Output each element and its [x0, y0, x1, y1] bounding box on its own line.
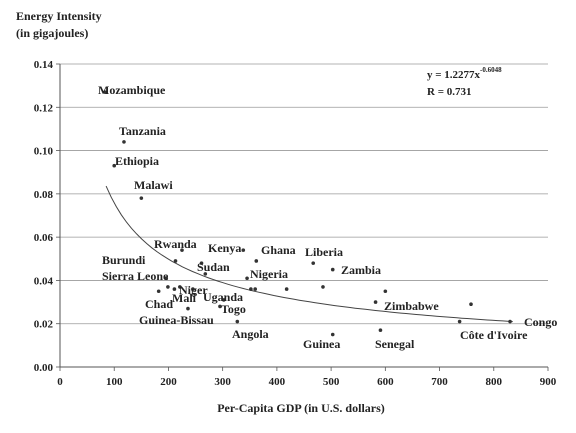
equation-exponent: -0.6048 [480, 66, 502, 74]
point-label: Mozambique [98, 83, 166, 97]
data-point [173, 259, 178, 263]
data-point-unlabeled [191, 287, 195, 291]
point-label: Zimbabwe [384, 299, 439, 313]
data-point-unlabeled [203, 272, 208, 276]
data-point-unlabeled [469, 302, 473, 307]
point-label: Tanzania [119, 124, 166, 138]
x-tick-label: 700 [431, 376, 448, 388]
points-layer [103, 90, 512, 337]
axis-layer: 0.00 0.02 0.04 0.06 0.08 0.10 0.12 0.14 0 100 200 3… [34, 59, 557, 388]
r-value-label: R = 0.731 [427, 86, 471, 98]
data-point [245, 276, 249, 281]
trendline-layer [105, 185, 513, 323]
data-point [221, 298, 226, 302]
point-label: Liberia [305, 245, 343, 259]
data-point-unlabeled [284, 287, 289, 291]
equation-label: y = 1.2277x-0.6048 [427, 66, 502, 81]
x-tick-label: 200 [160, 376, 177, 388]
point-label: Côte d'Ivoire [460, 328, 528, 342]
point-label: Malawi [134, 178, 173, 192]
point-label: Sierra Leone [102, 269, 169, 283]
data-point [164, 276, 169, 281]
data-point [122, 140, 126, 144]
point-label: Zambia [341, 263, 381, 277]
data-point [218, 304, 222, 309]
data-point [103, 90, 107, 94]
data-point [199, 261, 204, 265]
x-tick-label: 900 [540, 376, 557, 388]
y-tick-label: 0.14 [34, 59, 54, 71]
data-point [156, 289, 161, 294]
y-axis-title-line1: Energy Intensity [16, 9, 102, 23]
y-tick-label: 0.12 [34, 102, 54, 114]
point-label: Nigeria [250, 267, 288, 281]
data-point-unlabeled [321, 285, 325, 289]
data-point [172, 287, 177, 291]
point-labels-layer: Mozambique Tanzania Ethiopia Malawi Rwanda Ke… [98, 83, 557, 351]
x-axis-title: Per-Capita GDP (in U.S. dollars) [217, 401, 385, 415]
point-label: Rwanda [154, 237, 197, 251]
point-label: Burundi [102, 253, 146, 267]
data-point [508, 319, 512, 324]
point-label: Congo [524, 315, 557, 329]
point-label: Kenya [208, 241, 241, 255]
point-label: Uganda [203, 290, 243, 304]
data-point [180, 248, 184, 252]
data-point [383, 289, 388, 294]
x-tick-label: 400 [269, 376, 286, 388]
x-tick-label: 0 [57, 376, 63, 388]
point-label: Togo [221, 302, 246, 316]
trendline [105, 185, 513, 323]
point-label: Sudan [197, 260, 230, 274]
x-tick-label: 500 [323, 376, 340, 388]
data-point-unlabeled [373, 300, 378, 304]
point-label: Guinea [303, 337, 340, 351]
data-point [378, 328, 383, 333]
x-tick-label: 100 [106, 376, 123, 388]
x-tick-label: 600 [377, 376, 394, 388]
data-point-unlabeled [249, 287, 253, 291]
data-point [112, 163, 117, 168]
data-point [254, 259, 259, 263]
point-label: Senegal [375, 337, 415, 351]
data-point-unlabeled [166, 285, 170, 289]
grid-layer [60, 63, 548, 325]
equation-base: y = 1.2277x [427, 69, 481, 81]
data-point [241, 248, 246, 252]
y-tick-label: 0.04 [34, 275, 54, 287]
y-tick-label: 0.06 [34, 232, 54, 244]
data-point [178, 285, 182, 289]
data-point [235, 319, 240, 324]
y-tick-label: 0.10 [34, 146, 54, 158]
data-point [457, 319, 462, 324]
x-tick-label: 300 [214, 376, 231, 388]
point-label: Chad [145, 297, 173, 311]
data-point [186, 306, 190, 311]
point-label: Guinea-Bissau [139, 313, 214, 327]
point-label: Angola [232, 327, 269, 341]
point-label: Ethiopia [115, 154, 159, 168]
data-point-unlabeled [253, 287, 257, 291]
data-point [330, 267, 335, 272]
x-tick-label: 800 [486, 376, 503, 388]
y-tick-label: 0.08 [34, 189, 54, 201]
point-label: Niger [179, 283, 208, 297]
y-tick-label: 0.02 [34, 319, 54, 331]
y-tick-label: 0.00 [34, 362, 54, 374]
point-label: Ghana [261, 243, 296, 257]
data-point [311, 261, 316, 265]
data-point [330, 332, 335, 337]
y-axis-title-line2: (in gigajoules) [16, 26, 88, 40]
data-point [139, 196, 144, 200]
point-label: Mali [172, 291, 197, 305]
